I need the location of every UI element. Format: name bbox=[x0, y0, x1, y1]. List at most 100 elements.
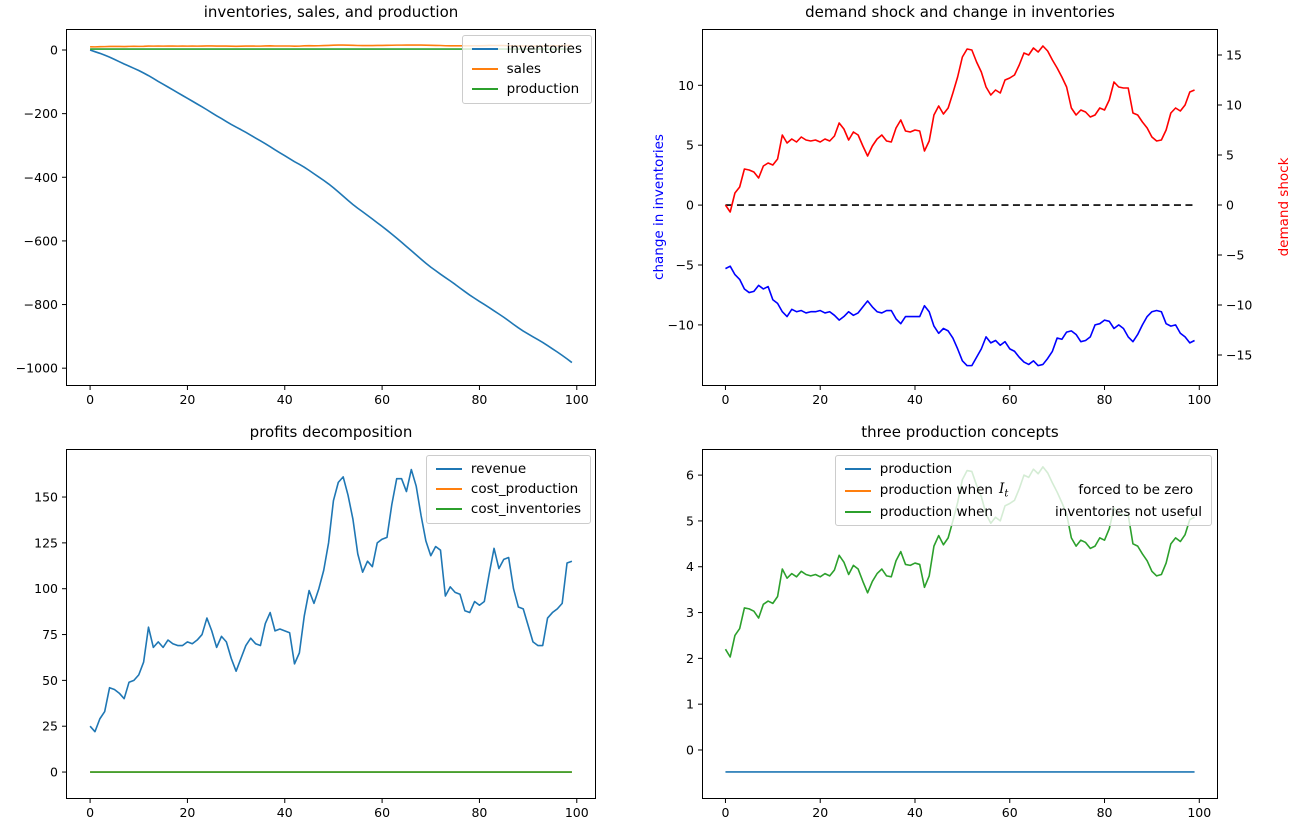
legend-item: production bbox=[844, 461, 1202, 477]
y-tick-label: 50 bbox=[42, 673, 58, 688]
sales-line-swatch bbox=[471, 68, 498, 71]
axes-profits-decomposition: profits decomposition 0 20 40 60 80 100 0 25 50 7… bbox=[34, 423, 596, 820]
axes-frame bbox=[702, 29, 1218, 386]
y-tick-label: 0 bbox=[686, 198, 694, 213]
x-tick-label: 0 bbox=[721, 392, 729, 407]
production-zero-inventory-line-swatch bbox=[844, 489, 871, 492]
legend-label: inventories bbox=[506, 41, 582, 57]
plot-area: 0 20 40 60 80 100 0 −200 −400 −600 −800 −1000 bbox=[16, 29, 596, 407]
y-tick-label: 6 bbox=[686, 468, 694, 483]
x-tick-label: 0 bbox=[721, 805, 729, 820]
axes-demand-shock-change-inventories: demand shock and change in inventories 0… bbox=[668, 3, 1253, 407]
legend-label: production bbox=[879, 461, 953, 477]
y-tick-label-right: 15 bbox=[1226, 48, 1242, 63]
y-tick-label: 125 bbox=[34, 535, 58, 550]
y-tick-label: 4 bbox=[686, 559, 694, 574]
y-tick-label: 1 bbox=[686, 697, 694, 712]
production-line-swatch bbox=[471, 88, 498, 91]
x-tick-label: 60 bbox=[1002, 392, 1018, 407]
legend-label: cost_production bbox=[470, 480, 579, 497]
axes-three-production-concepts: three production concepts 0 20 40 60 80 100 0 1… bbox=[686, 423, 1218, 820]
legend-item: inventories bbox=[471, 41, 582, 57]
series-line-change-in-inventories bbox=[725, 265, 1195, 367]
y-tick-label-right: −10 bbox=[1226, 298, 1252, 313]
x-tick-label: 80 bbox=[1097, 392, 1113, 407]
legend: revenue cost_production cost_inventories bbox=[425, 455, 591, 524]
plot-area: 0 20 40 60 80 100 0 25 50 75 100 125 150 bbox=[34, 449, 596, 820]
legend: production production when It forced to … bbox=[834, 455, 1212, 527]
legend-item: production when It forced to be zero bbox=[844, 480, 1202, 500]
y-tick-label: 5 bbox=[686, 138, 694, 153]
y-tick-label-right: −15 bbox=[1226, 348, 1252, 363]
cost-production-line-swatch bbox=[435, 488, 462, 491]
legend-label-prefix: production when bbox=[879, 482, 993, 499]
y-tick-label: −600 bbox=[24, 233, 58, 248]
x-tick-label: 0 bbox=[86, 392, 94, 407]
y-tick-label: 0 bbox=[686, 742, 694, 757]
x-tick-label: 20 bbox=[179, 805, 195, 820]
x-tick-label: 80 bbox=[1097, 805, 1113, 820]
legend-item: production bbox=[471, 80, 582, 97]
y-tick-label-right: 0 bbox=[1226, 198, 1234, 213]
plot-area: 0 20 40 60 80 100 10 5 0 −5 −10 15 10 5 0 −5 −10 −15 bbox=[668, 29, 1252, 407]
legend: inventories sales production bbox=[461, 35, 592, 104]
legend-item: revenue bbox=[435, 461, 581, 477]
y-tick-label: 0 bbox=[50, 43, 58, 58]
math-symbol-It: It bbox=[999, 480, 1009, 500]
chart-title: demand shock and change in inventories bbox=[805, 3, 1115, 21]
y-tick-label: 0 bbox=[50, 765, 58, 780]
legend-item: cost_inventories bbox=[435, 500, 581, 517]
axes-frame bbox=[66, 29, 596, 386]
legend-item: production when inventories not useful bbox=[844, 503, 1202, 520]
x-tick-label: 40 bbox=[907, 392, 923, 407]
y-tick-label: 2 bbox=[686, 651, 694, 666]
x-tick-label: 20 bbox=[812, 392, 828, 407]
x-tick-label: 60 bbox=[374, 392, 390, 407]
y-tick-label: 75 bbox=[42, 627, 58, 642]
x-tick-label: 40 bbox=[277, 392, 293, 407]
y-axis-label-right: demand shock bbox=[1276, 157, 1292, 257]
production-no-inventory-use-line-swatch bbox=[844, 510, 871, 513]
y-tick-label: 3 bbox=[686, 605, 694, 620]
legend-label-suffix: inventories not useful bbox=[1055, 503, 1202, 520]
x-tick-label: 100 bbox=[565, 805, 589, 820]
legend-label-suffix: forced to be zero bbox=[1078, 482, 1194, 499]
y-tick-label: −400 bbox=[24, 170, 58, 185]
x-tick-label: 20 bbox=[179, 392, 195, 407]
chart-title: inventories, sales, and production bbox=[203, 3, 459, 21]
chart-title: profits decomposition bbox=[249, 423, 413, 441]
y-tick-label: 100 bbox=[34, 581, 58, 596]
legend-label: production bbox=[506, 80, 580, 97]
x-tick-label: 20 bbox=[812, 805, 828, 820]
y-tick-label-right: −5 bbox=[1226, 248, 1244, 263]
x-tick-label: 100 bbox=[1187, 392, 1211, 407]
x-tick-label: 0 bbox=[86, 805, 94, 820]
y-tick-label: 5 bbox=[686, 513, 694, 528]
cost-inventories-line-swatch bbox=[435, 508, 462, 511]
x-tick-label: 80 bbox=[471, 805, 487, 820]
y-tick-label: −10 bbox=[668, 317, 694, 332]
y-tick-label: 10 bbox=[678, 78, 694, 93]
series-line-revenue bbox=[89, 468, 573, 733]
x-tick-label: 100 bbox=[1187, 805, 1211, 820]
production-line-swatch bbox=[844, 468, 871, 471]
legend-label-prefix: production when bbox=[879, 503, 993, 520]
legend-label: cost_inventories bbox=[470, 500, 581, 517]
y-tick-label: −5 bbox=[676, 258, 694, 273]
axes-inventories-sales-production: inventories, sales, and production 0 20 40… bbox=[16, 3, 596, 407]
axes-frame bbox=[702, 449, 1218, 799]
x-tick-label: 60 bbox=[1002, 805, 1018, 820]
inventories-line-swatch bbox=[471, 48, 498, 51]
legend-item: cost_production bbox=[435, 480, 581, 497]
chart-title: three production concepts bbox=[861, 423, 1059, 441]
x-tick-label: 40 bbox=[277, 805, 293, 820]
x-tick-label: 100 bbox=[565, 392, 589, 407]
y-tick-label: −200 bbox=[24, 106, 58, 121]
x-tick-label: 80 bbox=[471, 392, 487, 407]
y-axis-label-left: change in inventories bbox=[651, 134, 667, 280]
series-line-demand-shock bbox=[724, 45, 1195, 213]
y-tick-label: 150 bbox=[34, 490, 58, 505]
y-tick-label: −1000 bbox=[16, 361, 58, 376]
legend-label: revenue bbox=[470, 461, 527, 477]
